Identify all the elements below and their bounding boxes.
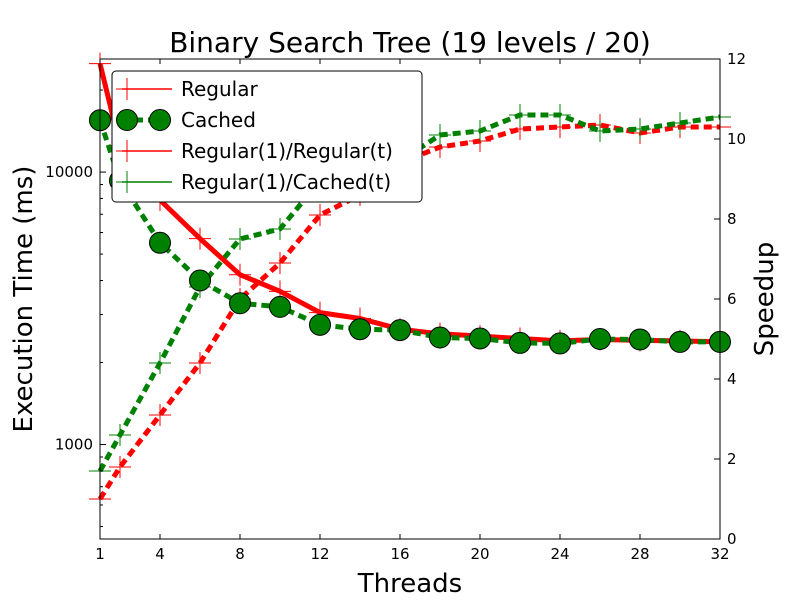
series-2-point: [509, 331, 531, 354]
series-4-point: [269, 218, 291, 240]
series-4-point: [509, 104, 531, 126]
y-left-tick-label: 10000: [45, 163, 93, 181]
series-2-point: [429, 326, 451, 349]
x-tick-label: 28: [630, 545, 649, 563]
legend-entry-3-label: Regular(1)/Regular(t): [181, 139, 393, 163]
series-1-point: [189, 227, 211, 250]
series-4-point: [589, 120, 611, 142]
x-tick-label: 4: [155, 545, 165, 563]
series-2-point: [469, 327, 491, 350]
legend-entry-1: Regular: [116, 77, 258, 101]
x-tick-label: 8: [235, 545, 245, 563]
x-tick-label: 24: [550, 545, 569, 563]
series-2-point: [189, 269, 211, 292]
series-2-point: [389, 319, 411, 342]
series-2-point: [149, 231, 171, 254]
legend-box: [111, 70, 423, 203]
y-right-tick-label: 10: [727, 130, 746, 148]
legend-entry-2: Cached: [116, 108, 256, 132]
series-2-point: [629, 328, 651, 351]
y-right-tick-label: 8: [727, 210, 737, 228]
legend-entry-2-label: Cached: [181, 108, 256, 132]
x-tick-label: 1: [95, 545, 105, 563]
legend-entry-2-marker: [116, 109, 138, 131]
legend-entry-2-marker: [149, 109, 171, 131]
legend-entry-4-marker: [116, 171, 138, 193]
series-2-point: [589, 327, 611, 350]
series-4-point: [229, 228, 251, 250]
series-4-point: [549, 104, 571, 126]
legend-entry-1-marker: [116, 78, 138, 100]
legend-entry-3: Regular(1)/Regular(t): [116, 139, 393, 163]
x-tick-label: 32: [710, 545, 729, 563]
chart-title: Binary Search Tree (19 levels / 20): [169, 26, 651, 59]
series-2-point: [269, 295, 291, 318]
series-3-point: [269, 252, 291, 274]
series-2-point: [549, 332, 571, 355]
series-1-point: [229, 263, 251, 286]
series-4-point: [629, 118, 651, 140]
series-3-point: [149, 404, 171, 426]
x-tick-label: 12: [310, 545, 329, 563]
series-4-point: [149, 352, 171, 374]
x-tick-label: 16: [390, 545, 409, 563]
series-4-point: [109, 424, 131, 446]
legend-entry-1-label: Regular: [181, 77, 258, 101]
series-2-point: [229, 292, 251, 315]
series-2-point: [349, 318, 371, 341]
legend-entry-4-label: Regular(1)/Cached(t): [181, 170, 391, 194]
series-4-point: [429, 124, 451, 146]
series-3-point: [109, 456, 131, 478]
legend-entry-4: Regular(1)/Cached(t): [116, 170, 391, 194]
y-axis-label-left: Execution Time (ms): [9, 166, 39, 433]
y-left-tick-label: 1000: [55, 436, 93, 454]
series-3-point: [189, 352, 211, 374]
series-2-point: [669, 330, 691, 353]
x-tick-label: 20: [470, 545, 489, 563]
y-right-tick-label: 0: [727, 530, 737, 548]
series-4-point: [669, 112, 691, 134]
series-4-point: [469, 120, 491, 142]
series-2: [89, 109, 731, 355]
legend-entry-3-marker: [116, 140, 138, 162]
y-right-tick-label: 12: [727, 50, 746, 68]
x-axis-label: Threads: [357, 569, 462, 599]
y-axis-label-right: Speedup: [750, 242, 780, 357]
y-right-tick-label: 6: [727, 290, 737, 308]
series-2-line: [97, 119, 720, 346]
series-2-point: [309, 313, 331, 336]
legend: Regular Cached Regular(1)/Regular(t) Regula…: [111, 70, 423, 203]
series-3-point: [309, 204, 331, 226]
y-right-tick-label: 2: [727, 450, 737, 468]
y-right-tick-label: 4: [727, 370, 737, 388]
